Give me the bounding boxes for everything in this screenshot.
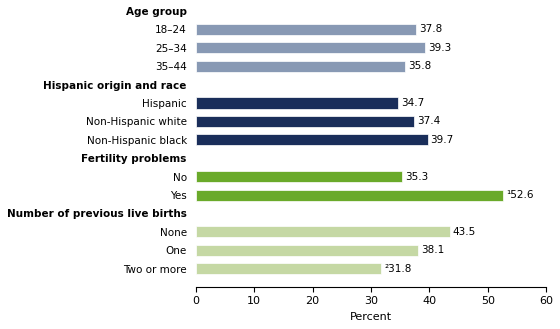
Text: 38.1: 38.1 [421, 245, 445, 255]
Bar [196, 42, 425, 53]
Bar [196, 97, 398, 109]
X-axis label: Percent: Percent [350, 312, 392, 322]
Text: 34.7: 34.7 [402, 98, 424, 108]
Text: 39.3: 39.3 [428, 43, 451, 53]
Bar [196, 245, 418, 256]
Text: ¹52.6: ¹52.6 [506, 190, 533, 200]
Bar [196, 226, 450, 238]
Bar [196, 24, 417, 35]
Bar [196, 263, 381, 274]
Bar [196, 134, 428, 145]
Text: 35.8: 35.8 [408, 61, 431, 71]
Bar [196, 171, 402, 182]
Text: 43.5: 43.5 [452, 227, 476, 237]
Text: 39.7: 39.7 [431, 135, 454, 145]
Text: 37.8: 37.8 [419, 24, 442, 34]
Bar [196, 61, 405, 72]
Bar [196, 116, 414, 127]
Text: 37.4: 37.4 [417, 116, 440, 126]
Text: ²31.8: ²31.8 [384, 264, 412, 274]
Text: 35.3: 35.3 [405, 172, 428, 182]
Bar [196, 190, 503, 201]
